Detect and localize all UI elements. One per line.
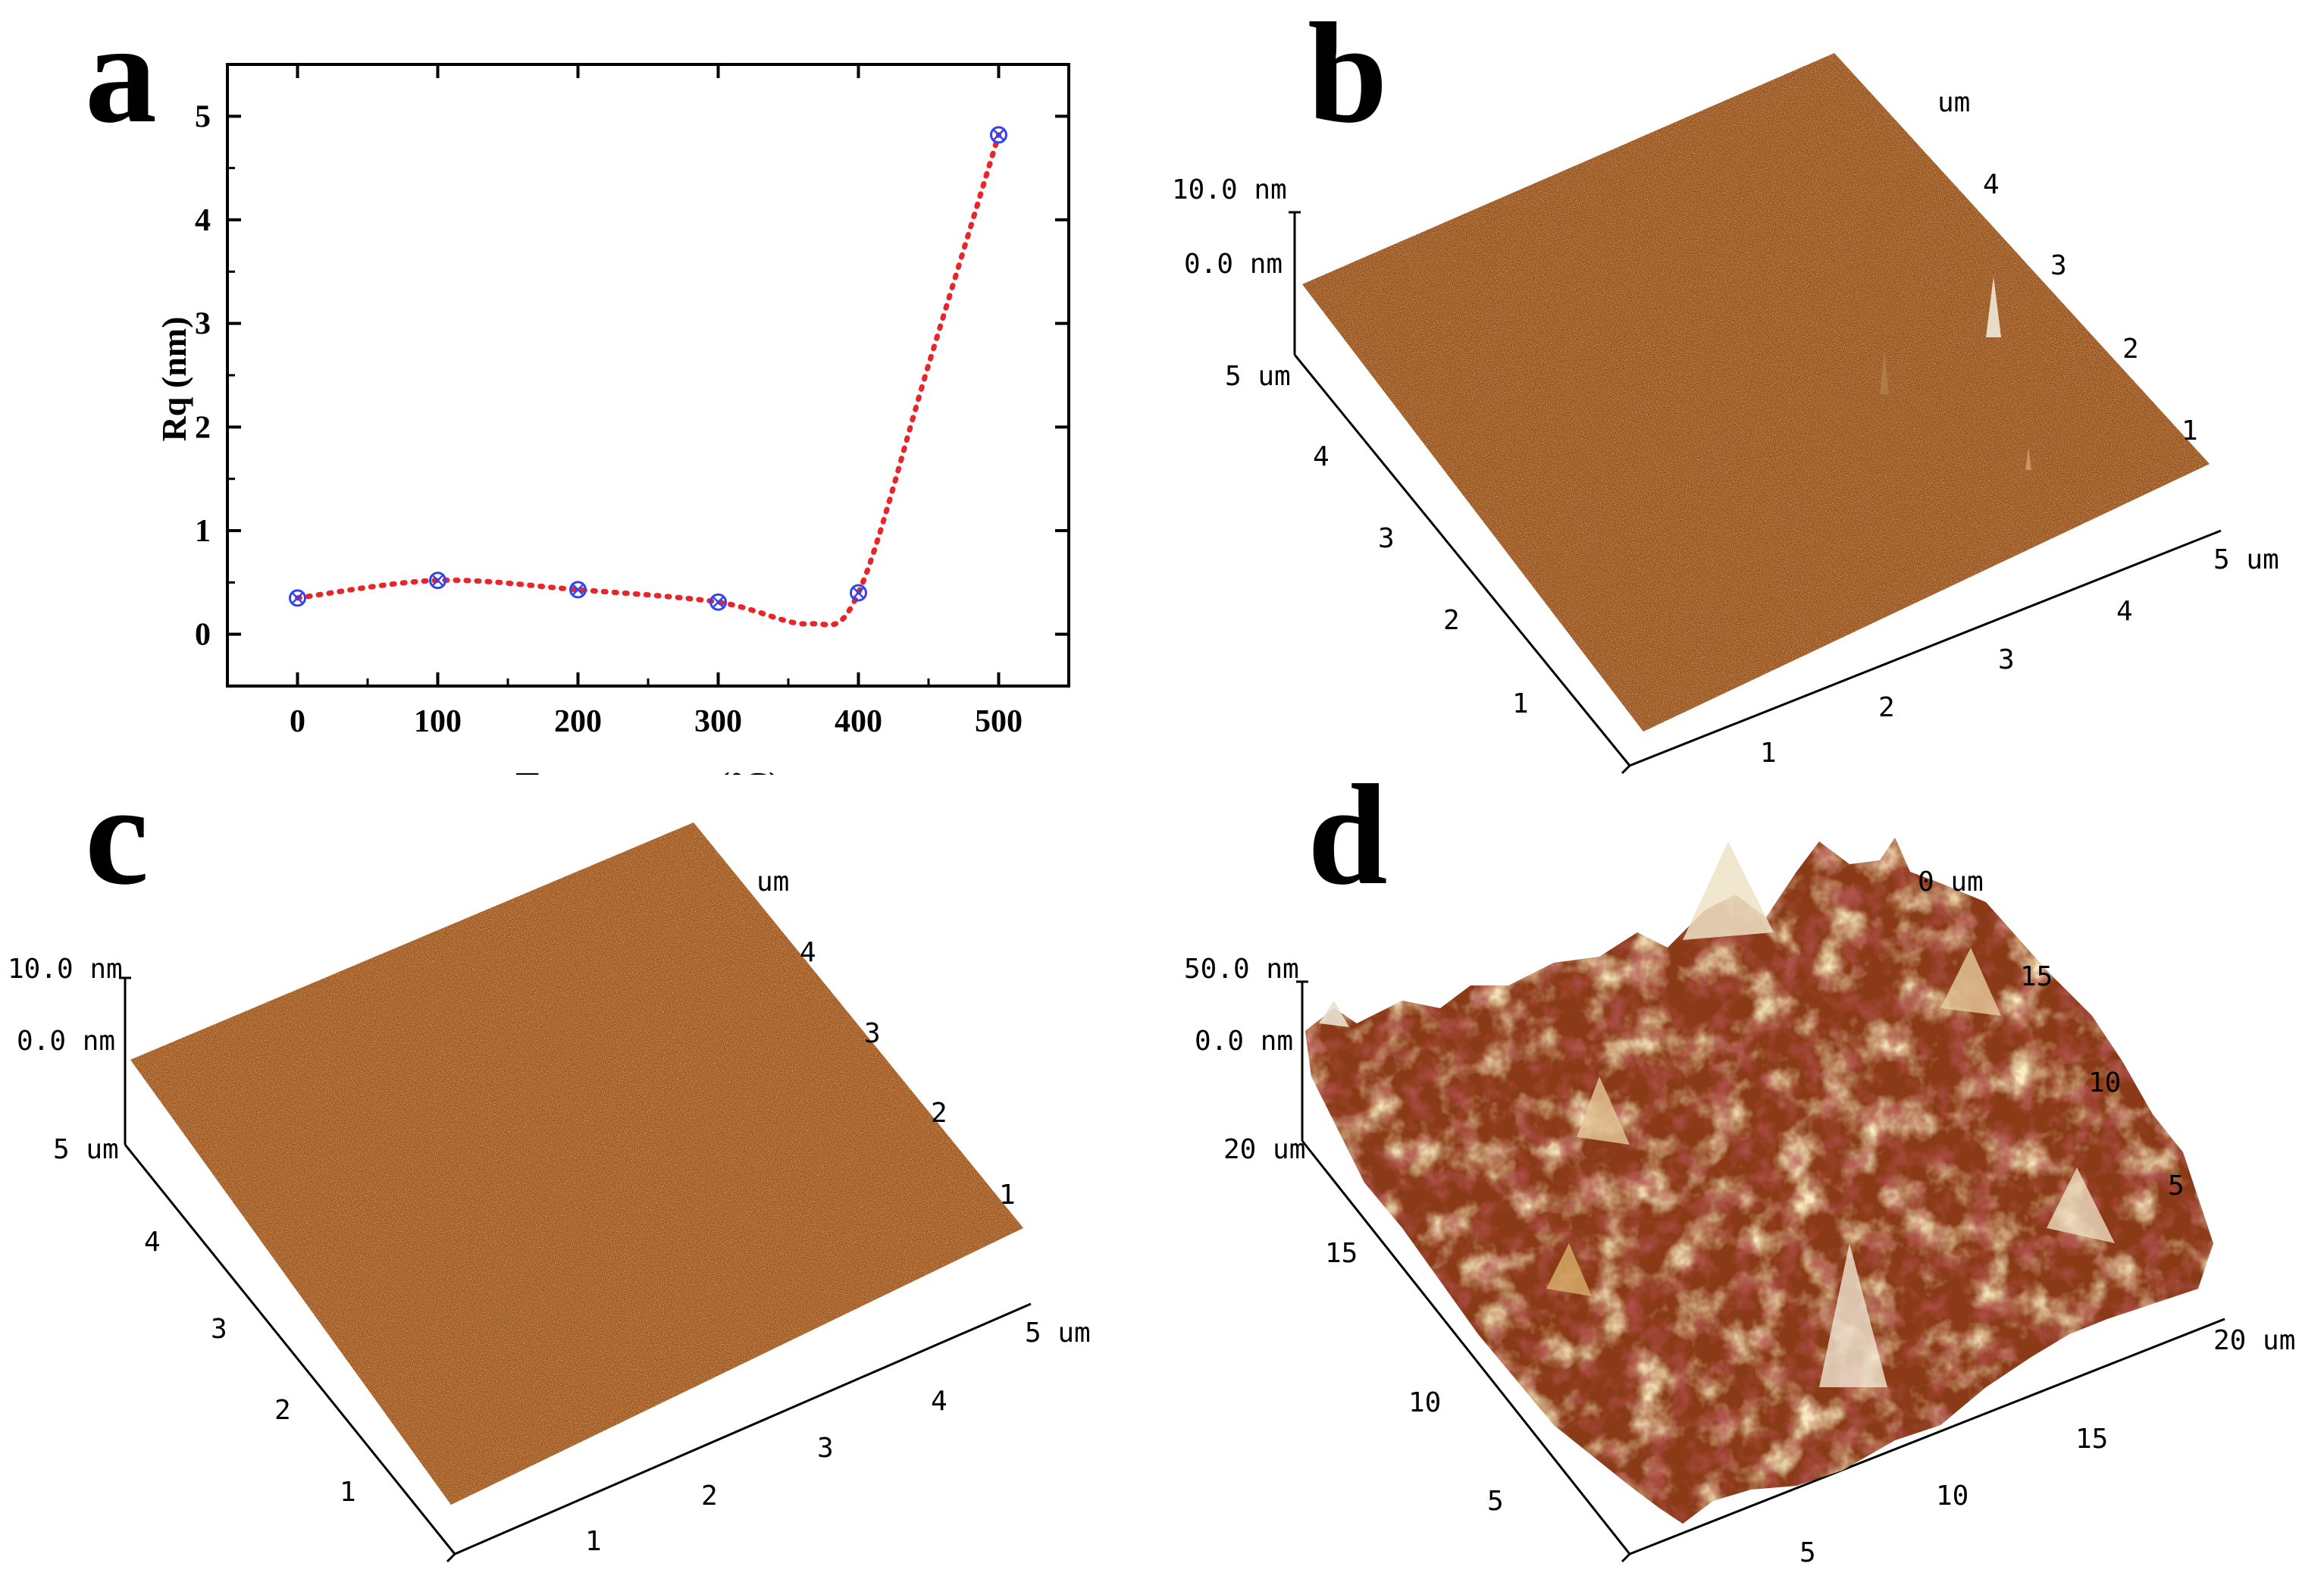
panel-a: a 0 100 200 300 400 500 0 1 2 3 4 5 Rq (nm) Tempera… xyxy=(85,0,1070,804)
y-tick-label: 4 xyxy=(195,203,211,238)
afm-axes xyxy=(119,976,1032,1563)
svg-text:5: 5 xyxy=(1487,1486,1504,1517)
axis-ticks xyxy=(226,63,1070,688)
svg-text:5: 5 xyxy=(2168,1170,2185,1202)
x-axis-ticks: 1 2 3 4 xyxy=(585,1386,947,1557)
afm-surface-shade xyxy=(1302,53,2210,732)
panel-b-label: b xyxy=(1308,0,1388,153)
back-axis-ticks: 5 10 15 xyxy=(2020,961,2185,1202)
fit-curve xyxy=(295,132,1001,628)
svg-text:1: 1 xyxy=(1760,738,1777,769)
y-axis-end: 5 um xyxy=(1225,361,1291,392)
panel-b: b 10.0 nm 0.0 nm 5 um 5 um um 1 2 3 4 xyxy=(1172,0,2279,775)
z-scale-top: 50.0 nm xyxy=(1184,954,1299,985)
x-axis-end: 5 um xyxy=(2213,544,2279,575)
back-axis-unit: um xyxy=(1937,87,1970,118)
svg-text:2: 2 xyxy=(1443,605,1460,636)
x-axis-title-clip: Temperature (°C) xyxy=(515,765,780,804)
data-point xyxy=(850,584,867,602)
svg-text:3: 3 xyxy=(1998,644,2015,675)
y-tick-label: 3 xyxy=(195,307,211,342)
afm-axes xyxy=(1296,980,2225,1563)
z-scale-zero: 0.0 nm xyxy=(1195,1026,1293,1057)
svg-text:10: 10 xyxy=(1408,1387,1441,1418)
svg-text:2: 2 xyxy=(1878,692,1895,723)
panel-a-label: a xyxy=(85,0,157,153)
z-scale-zero: 0.0 nm xyxy=(17,1026,115,1057)
x-tick-label: 300 xyxy=(694,704,742,739)
afm-axes xyxy=(1289,211,2222,775)
z-scale-zero: 0.0 nm xyxy=(1184,249,1283,280)
x-tick-label: 500 xyxy=(975,704,1023,739)
y-axis-ticks: 1 2 3 4 xyxy=(1313,441,1529,719)
data-point xyxy=(569,581,587,599)
y-axis-ticks: 1 2 3 4 xyxy=(144,1227,356,1508)
panel-d-label: d xyxy=(1308,756,1388,915)
x-axis-end: 5 um xyxy=(1025,1318,1091,1349)
z-scale-top: 10.0 nm xyxy=(1172,174,1287,205)
svg-text:3: 3 xyxy=(817,1433,834,1464)
svg-text:4: 4 xyxy=(2116,596,2133,627)
panel-d: d 50.0 nm 0.0 nm 20 um 20 um 0 um 5 10 xyxy=(1184,756,2295,1568)
svg-text:2: 2 xyxy=(701,1480,718,1512)
x-axis-title: Temperature (°C) xyxy=(515,765,780,804)
svg-text:4: 4 xyxy=(1313,441,1330,472)
back-axis-ticks: 1 2 3 4 xyxy=(800,937,1016,1211)
afm-peaks xyxy=(1319,841,2115,1387)
svg-text:15: 15 xyxy=(2020,961,2053,992)
afm-spikes xyxy=(1880,277,2031,470)
svg-text:4: 4 xyxy=(800,937,816,968)
svg-text:3: 3 xyxy=(211,1314,227,1345)
svg-text:4: 4 xyxy=(144,1227,161,1258)
z-scale-top: 10.0 nm xyxy=(8,954,123,985)
x-tick-label: 0 xyxy=(290,704,305,739)
back-axis-unit: um xyxy=(756,866,789,898)
svg-text:1: 1 xyxy=(1512,688,1529,719)
y-axis-ticks: 5 10 15 xyxy=(1325,1238,1504,1517)
panel-c: c 10.0 nm 0.0 nm 5 um 5 um um 1 2 3 4 1 … xyxy=(8,756,1091,1563)
svg-text:2: 2 xyxy=(2122,334,2139,365)
back-axis-unit: 0 um xyxy=(1918,866,1984,898)
y-tick-label: 1 xyxy=(195,514,211,549)
back-axis-ticks: 1 2 3 4 xyxy=(1983,169,2198,446)
svg-text:3: 3 xyxy=(2050,250,2067,281)
svg-text:1: 1 xyxy=(340,1477,356,1508)
panel-c-label: c xyxy=(85,756,149,915)
tick-labels: 0 100 200 300 400 500 0 1 2 3 4 5 xyxy=(195,99,1023,739)
x-tick-label: 200 xyxy=(554,704,602,739)
y-tick-label: 0 xyxy=(195,618,211,653)
data-point xyxy=(429,572,446,590)
svg-text:4: 4 xyxy=(1983,169,2000,200)
data-point xyxy=(990,126,1007,144)
svg-text:2: 2 xyxy=(274,1395,291,1426)
svg-text:1: 1 xyxy=(585,1526,602,1557)
y-tick-label: 5 xyxy=(195,99,211,134)
x-tick-label: 400 xyxy=(835,704,882,739)
svg-text:10: 10 xyxy=(2088,1067,2121,1098)
svg-text:5: 5 xyxy=(1799,1537,1816,1568)
svg-text:1: 1 xyxy=(2181,415,2198,446)
svg-text:2: 2 xyxy=(931,1098,947,1129)
y-axis-title: Rq (nm) xyxy=(155,317,193,442)
data-point xyxy=(289,589,306,607)
x-axis-ticks: 5 10 15 xyxy=(1799,1424,2108,1568)
y-axis-end: 5 um xyxy=(53,1134,119,1165)
svg-text:15: 15 xyxy=(2075,1424,2108,1455)
svg-text:1: 1 xyxy=(999,1180,1016,1211)
y-axis-end: 20 um xyxy=(1223,1134,1305,1165)
afm-surface-shade xyxy=(130,822,1023,1505)
svg-text:15: 15 xyxy=(1325,1238,1358,1269)
svg-text:3: 3 xyxy=(864,1018,881,1049)
x-tick-label: 100 xyxy=(414,704,462,739)
svg-text:4: 4 xyxy=(931,1386,947,1417)
x-axis-ticks: 1 2 3 4 xyxy=(1760,596,2133,769)
svg-text:3: 3 xyxy=(1378,523,1395,554)
data-point xyxy=(709,593,727,611)
x-axis-end: 20 um xyxy=(2213,1325,2295,1356)
y-tick-label: 2 xyxy=(195,410,211,445)
data-markers xyxy=(289,126,1007,611)
svg-text:10: 10 xyxy=(1936,1480,1969,1512)
